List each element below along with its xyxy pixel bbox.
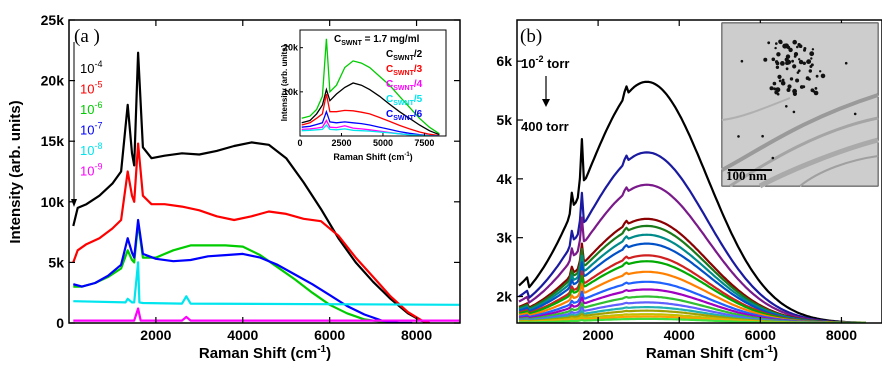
panel-a-series-line-2: [72, 142, 430, 323]
panel-a-label: (a ): [74, 26, 100, 47]
panel-b-ticks: 2000 4000 6000 8000 2k 3k 4k 5k 6k: [496, 20, 857, 343]
inset-legend-entry: CSWNT/3: [386, 64, 423, 77]
inset-ylabel: Intensity (arb. units): [280, 44, 289, 121]
inset-legend-header: CSWNT = 1.7 mg/ml: [334, 34, 420, 47]
panel-a-x-tick-label: 8000: [401, 327, 432, 343]
panel-a-legend: 10-4 10-5 10-6 10-7 10-8 10-9: [71, 42, 102, 207]
panel-a-frame: [68, 19, 461, 324]
panel-a-x-tick-label: 2000: [140, 327, 171, 343]
panel-a-legend-entry: 10-8: [80, 141, 102, 158]
inset-x-tick-label: 0: [297, 138, 302, 148]
tem-micrograph-image: 100 nm: [721, 22, 879, 189]
panel-a-xlabel: Raman Shift (cm-1): [199, 344, 331, 362]
inset-xlabel: Raman Shift (cm-1): [333, 152, 412, 162]
panel-a: 2000 4000 6000 8000 0 5k 10k 15k 20k 25k (a ) 10-…: [7, 12, 461, 362]
inset-series-line-3: [301, 93, 440, 136]
panel-a-y-tick-label: 15k: [41, 133, 65, 149]
inset-frame: [299, 29, 447, 137]
panel-b-xlabel: Raman Shift (cm-1): [646, 344, 778, 362]
pressure-top-label: 10-2 torr: [521, 54, 569, 71]
inset-legend-entry: CSWNT/2: [386, 49, 423, 62]
panel-a-x-tick-label: 4000: [227, 327, 258, 343]
panel-b: 2000 4000 6000 8000 2k 3k 4k 5k 6k (b) 10-2 torr…: [496, 19, 882, 362]
panel-a-legend-entry: 10-4: [80, 59, 102, 76]
panel-a-y-tick-label: 20k: [41, 73, 65, 89]
panel-a-y-tick-label: 10k: [41, 194, 65, 210]
inset-x-tick-label: 2500: [331, 138, 351, 148]
panel-a-series-line-6: [73, 307, 460, 322]
panel-a-ticks: 2000 4000 6000 8000 0 5k 10k 15k 20k 25k: [41, 12, 460, 343]
panel-a-legend-arrowhead: [71, 199, 77, 207]
scale-bar-label: 100 nm: [726, 168, 767, 183]
panel-a-series: [72, 51, 460, 323]
panel-a-series-line-1: [72, 51, 430, 323]
panel-b-y-tick-label: 2k: [496, 289, 512, 305]
inset-legend-entry: CSWNT/5: [386, 94, 423, 107]
inset-series-line-2: [301, 82, 440, 136]
pressure-bottom-label: 400 torr: [521, 119, 569, 134]
panel-a-inset: 0 2500 5000 7500 10k 20k CSWNT = 1.7 mg/ml CS…: [280, 29, 447, 162]
panel-a-x-tick-label: 6000: [314, 327, 345, 343]
inset-x-tick-label: 5000: [373, 138, 393, 148]
panel-b-y-tick-label: 6k: [496, 53, 512, 69]
panel-a-y-tick-label: 0: [56, 315, 64, 331]
panel-b-y-tick-label: 5k: [496, 112, 512, 128]
inset-ticks: 0 2500 5000 7500 10k 20k: [283, 43, 434, 148]
panel-a-legend-entry: 10-9: [80, 162, 102, 179]
inset-series-line-6: [301, 123, 440, 136]
panel-a-legend-entry: 10-7: [80, 121, 102, 138]
panel-b-label: (b): [520, 26, 542, 47]
panel-b-x-tick-label: 2000: [583, 327, 614, 343]
panel-a-legend-entry: 10-5: [80, 80, 102, 97]
inset-legend: CSWNT/2 CSWNT/3 CSWNT/4 CSWNT/5 CSWNT/6: [386, 49, 423, 122]
inset-legend-entry: CSWNT/4: [386, 79, 423, 92]
panel-a-ylabel: Intensity (arb. units): [7, 100, 24, 243]
panel-a-legend-entry: 10-6: [80, 100, 102, 117]
panel-a-series-line-5: [73, 261, 460, 306]
inset-legend-entry: CSWNT/6: [386, 109, 423, 122]
panel-a-series-line-3: [73, 222, 413, 323]
inset-series-line-4: [301, 109, 440, 136]
panel-b-x-tick-label: 8000: [826, 327, 857, 343]
panel-b-series-line-1: [518, 80, 866, 323]
panel-b-y-tick-label: 3k: [496, 230, 512, 246]
panel-a-series-line-4: [73, 218, 413, 323]
panel-a-y-tick-label: 5k: [48, 254, 64, 270]
inset-series: [301, 38, 440, 136]
panel-b-y-tick-label: 4k: [496, 171, 512, 187]
panel-b-x-tick-label: 6000: [745, 327, 776, 343]
panel-a-y-tick-label: 25k: [41, 12, 65, 28]
inset-y-tick-label: 10k: [283, 87, 299, 97]
inset-x-tick-label: 7500: [414, 138, 434, 148]
panel-b-frame: [516, 19, 882, 324]
inset-y-tick-label: 20k: [283, 43, 299, 53]
inset-series-line-1: [301, 38, 440, 135]
pressure-arrow: [542, 76, 550, 107]
panel-b-x-tick-label: 4000: [664, 327, 695, 343]
